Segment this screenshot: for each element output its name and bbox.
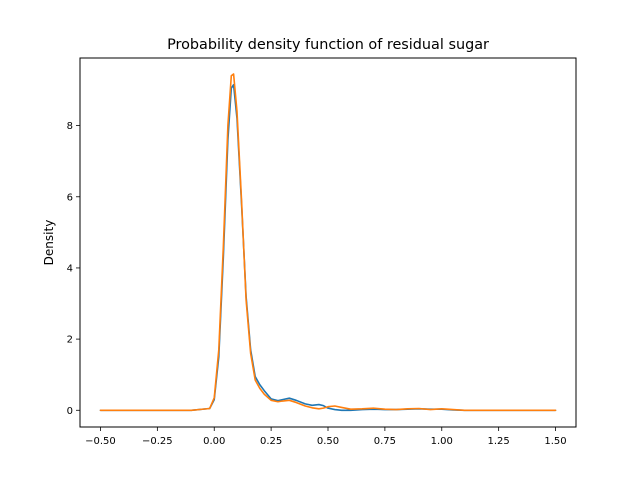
x-tick-label: 1.25 xyxy=(488,436,510,447)
x-tick-label: −0.25 xyxy=(142,436,173,447)
chart-title: Probability density function of residual… xyxy=(167,37,489,53)
series-line-2 xyxy=(99,73,557,412)
y-axis: 0 2 4 6 8 xyxy=(67,121,80,417)
x-tick-label: 0.50 xyxy=(317,436,339,447)
x-tick-label: 0.75 xyxy=(374,436,396,447)
x-tick-label: 0.00 xyxy=(203,436,225,447)
x-tick-label: −0.50 xyxy=(85,436,116,447)
y-axis-label: Density xyxy=(42,220,56,266)
x-tick-label: 0.25 xyxy=(260,436,282,447)
x-tick-label: 1.00 xyxy=(431,436,453,447)
series-layer xyxy=(99,73,557,412)
y-tick-label: 2 xyxy=(67,335,73,346)
x-tick-label: 1.50 xyxy=(544,436,566,447)
x-axis: −0.50 −0.25 0.00 0.25 0.50 0.75 1.00 1.25 1.50 xyxy=(85,427,567,447)
y-tick-label: 4 xyxy=(67,263,73,274)
y-tick-label: 0 xyxy=(67,406,73,417)
y-tick-label: 6 xyxy=(67,192,73,203)
y-tick-label: 8 xyxy=(67,121,73,132)
